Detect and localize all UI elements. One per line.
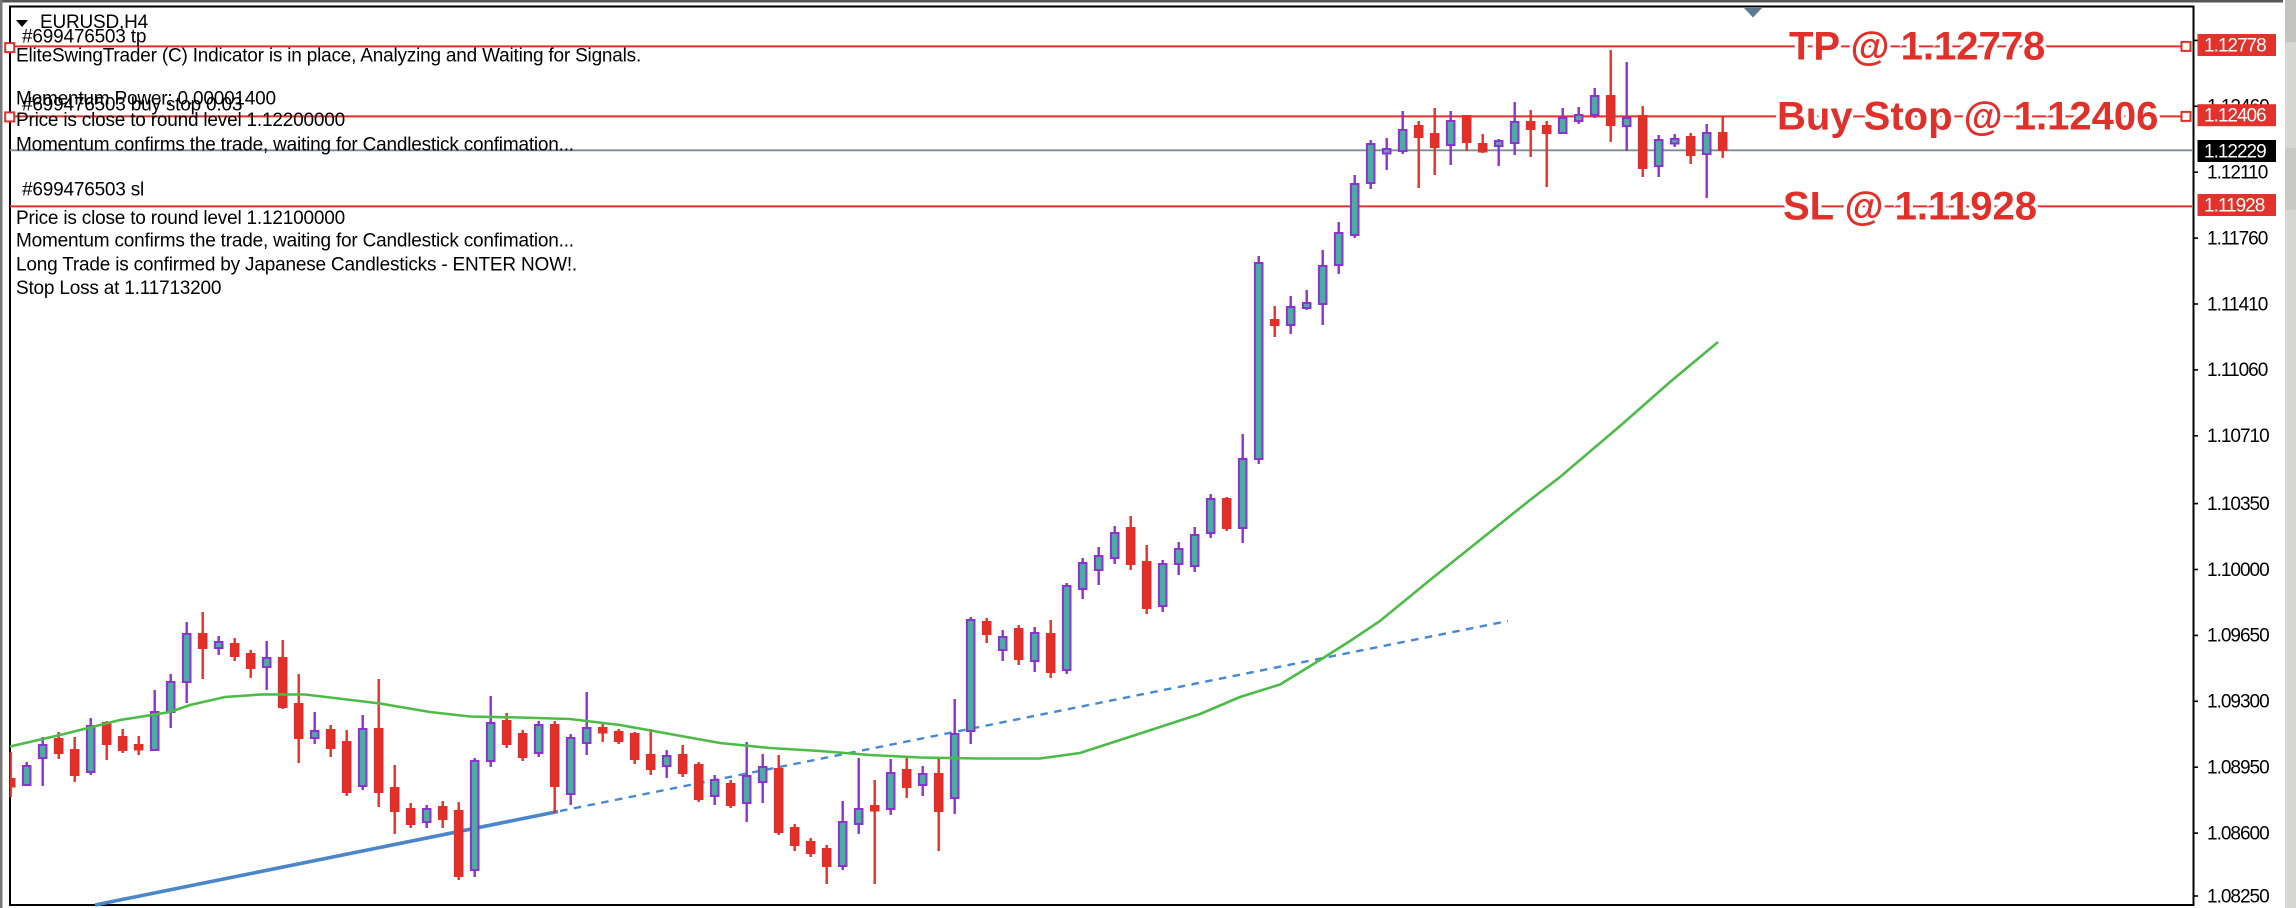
svg-text:1.11410: 1.11410 <box>2207 294 2268 315</box>
svg-text:Momentum Power: 0.00001400: Momentum Power: 0.00001400 <box>16 89 276 110</box>
svg-text:EliteSwingTrader (C) Indicator: EliteSwingTrader (C) Indicator is in pla… <box>16 46 641 67</box>
svg-text:Long Trade is confirmed by Jap: Long Trade is confirmed by Japanese Cand… <box>16 255 577 276</box>
svg-text:#699476503 buy stop 0.03: #699476503 buy stop 0.03 <box>22 95 242 116</box>
svg-text:TP @ 1.12778: TP @ 1.12778 <box>1789 24 2045 68</box>
svg-text:#699476503 tp: #699476503 tp <box>22 26 146 47</box>
svg-text:1.09300: 1.09300 <box>2207 692 2269 713</box>
svg-text:#699476503 sl: #699476503 sl <box>22 180 144 201</box>
svg-text:EURUSD,H4: EURUSD,H4 <box>40 12 149 33</box>
svg-text:1.11760: 1.11760 <box>2207 228 2268 249</box>
svg-text:1.10710: 1.10710 <box>2207 426 2269 447</box>
svg-text:1.12110: 1.12110 <box>2207 163 2268 184</box>
svg-text:Momentum confirms the trade, w: Momentum confirms the trade, waiting for… <box>16 135 574 156</box>
svg-text:Price is close to round level: Price is close to round level 1.12100000 <box>16 208 345 229</box>
svg-text:Price is close to round level: Price is close to round level 1.12200000 <box>16 110 345 131</box>
svg-text:1.12229: 1.12229 <box>2204 141 2266 162</box>
svg-text:1.11928: 1.11928 <box>2204 195 2265 216</box>
svg-text:1.10000: 1.10000 <box>2207 560 2269 581</box>
svg-text:1.11060: 1.11060 <box>2207 360 2268 381</box>
svg-text:1.08250: 1.08250 <box>2207 886 2269 907</box>
svg-text:Buy Stop @ 1.12406: Buy Stop @ 1.12406 <box>1777 94 2158 138</box>
svg-text:1.09650: 1.09650 <box>2207 626 2269 647</box>
svg-text:1.12406: 1.12406 <box>2204 106 2266 127</box>
svg-text:1.08950: 1.08950 <box>2207 758 2269 779</box>
svg-text:1.10350: 1.10350 <box>2207 494 2269 515</box>
svg-text:Momentum confirms the trade, w: Momentum confirms the trade, waiting for… <box>16 231 574 252</box>
svg-text:1.08600: 1.08600 <box>2207 823 2269 844</box>
svg-text:SL @ 1.11928: SL @ 1.11928 <box>1783 184 2037 228</box>
svg-text:Stop Loss at 1.11713200: Stop Loss at 1.11713200 <box>16 278 221 299</box>
svg-text:1.12778: 1.12778 <box>2204 35 2266 56</box>
